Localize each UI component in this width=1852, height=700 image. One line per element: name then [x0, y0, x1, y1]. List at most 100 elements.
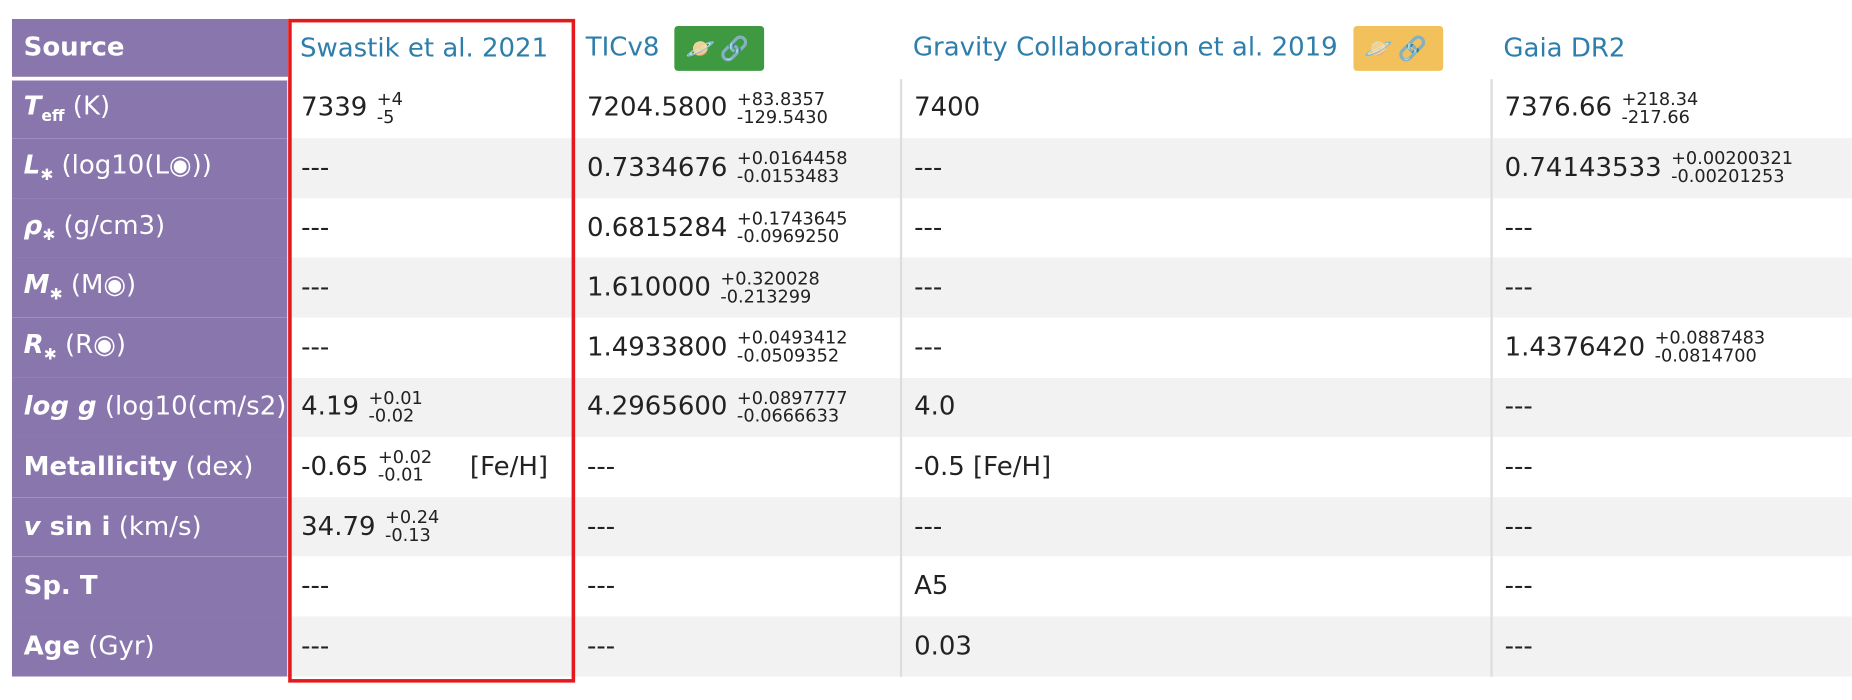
table-cell: 1.4376420 +0.0887483 -0.0814700: [1490, 317, 1852, 378]
param-subscript: ✱: [42, 227, 56, 245]
cell-content: A5: [914, 572, 948, 602]
source-link-swastik[interactable]: Swastik et al. 2021: [299, 34, 549, 64]
upper-error: +0.01: [368, 387, 423, 409]
lower-error: -0.0666633: [736, 404, 840, 427]
value: 0.03: [914, 631, 972, 662]
lower-error: -0.0153483: [736, 165, 840, 188]
cell-content: 4.2965600 +0.0897777 -0.0666633: [586, 387, 848, 427]
lower-error: -0.00201253: [1671, 165, 1785, 188]
param-name: Age: [23, 631, 80, 662]
value: ---: [914, 273, 943, 303]
source-link-gravity[interactable]: Gravity Collaboration et al. 2019: [912, 33, 1338, 63]
cell-content: 0.7334676 +0.0164458 -0.0153483: [586, 150, 848, 188]
error-bars: +0.0887483 -0.0814700: [1654, 327, 1766, 365]
value: ---: [586, 571, 616, 602]
lower-error: -129.5430: [736, 106, 828, 128]
stellar-parameters-table: Source Swastik et al. 2021 TICv8 🪐🔗 Grav…: [11, 18, 1852, 677]
value: 1.4376420: [1504, 332, 1646, 363]
error-bars: +0.01 -0.02: [368, 387, 423, 425]
table-cell: ---: [286, 138, 574, 199]
table-cell: ---: [286, 317, 574, 378]
value: -0.65: [301, 452, 369, 482]
table-cell: 4.2965600 +0.0897777 -0.0666633: [572, 377, 902, 438]
upper-error: +0.0887483: [1654, 327, 1766, 349]
table-cell: ---: [1490, 377, 1852, 438]
param-subscript: ✱: [49, 286, 63, 305]
table-cell: 0.7334676 +0.0164458 -0.0153483: [572, 138, 902, 199]
source-link-ticv8[interactable]: TICv8: [585, 33, 660, 63]
value: ---: [586, 512, 616, 542]
value: ---: [301, 571, 330, 602]
row-label: log g (log10(cm/s2)): [11, 377, 289, 438]
table-cell: ---: [1490, 556, 1852, 617]
cell-content: ---: [914, 154, 942, 184]
cell-content: 1.610000 +0.320028 -0.213299: [587, 267, 820, 305]
ticv8-links-badge[interactable]: 🪐🔗: [674, 26, 765, 72]
param-subscript: ✱: [43, 346, 57, 365]
upper-error: +0.1743645: [736, 207, 848, 230]
value: 4.2965600: [586, 392, 728, 423]
cell-content: ---: [301, 213, 329, 243]
cell-content: ---: [587, 632, 615, 662]
param-name: sin i: [40, 512, 111, 542]
cell-content: ---: [1505, 213, 1533, 243]
param-symbol: v: [23, 512, 41, 542]
value: 0.7334676: [586, 153, 728, 184]
param-symbol: L: [23, 151, 41, 182]
table-header-row: Source Swastik et al. 2021 TICv8 🪐🔗 Grav…: [11, 18, 1852, 81]
value: ---: [586, 452, 616, 482]
table-cell: 7400: [899, 78, 1492, 139]
table-cell: 1.4933800 +0.0493412 -0.0509352: [572, 317, 902, 378]
upper-error: +0.320028: [720, 267, 820, 289]
cell-content: -0.65 +0.02 -0.01 [Fe/H]: [301, 449, 548, 484]
cell-content: 7204.5800 +83.8357 -129.5430: [586, 90, 828, 128]
param-name: Sp. T: [23, 571, 98, 602]
value: ---: [301, 273, 330, 303]
row-label: Age (Gyr): [11, 616, 289, 677]
lower-error: -0.13: [384, 524, 431, 546]
value: -0.5 [Fe/H]: [914, 452, 1052, 482]
cell-content: 7400: [914, 94, 980, 124]
table-cell: 34.79 +0.24 -0.13: [286, 496, 574, 557]
upper-error: +0.0493412: [736, 327, 848, 349]
table-row: Sp. T --- --- A5 ---: [11, 556, 1852, 617]
table-cell: ---: [1490, 257, 1852, 318]
value: ---: [301, 332, 330, 363]
cell-content: 0.03: [914, 632, 972, 662]
gravity-links-badge[interactable]: 🪐🔗: [1353, 26, 1443, 72]
table-cell: -0.5 [Fe/H]: [899, 437, 1492, 497]
value: 0.6815284: [586, 213, 728, 243]
cell-content: ---: [587, 572, 615, 602]
param-unit: (M◉): [62, 271, 137, 301]
row-label: v sin i (km/s): [11, 496, 289, 557]
error-bars: +0.24 -0.13: [384, 508, 439, 546]
upper-error: +218.34: [1621, 88, 1699, 110]
table-cell: 4.19 +0.01 -0.02: [286, 377, 574, 438]
row-label: R✱ (R◉): [11, 317, 289, 378]
cell-content: 0.6815284 +0.1743645 -0.0969250: [587, 210, 848, 245]
param-symbol: ρ: [23, 211, 43, 241]
upper-error: +0.00200321: [1671, 148, 1793, 170]
param-subscript: ✱: [40, 167, 54, 186]
table-row: L✱ (log10(L◉)) --- 0.7334676 +0.0164458 -0.0…: [11, 138, 1852, 199]
value: ---: [1504, 512, 1533, 542]
cell-content: ---: [587, 512, 615, 542]
table-cell: ---: [1490, 198, 1852, 258]
value: ---: [914, 213, 943, 243]
table-cell: 0.03: [899, 616, 1492, 677]
source-link-gaia[interactable]: Gaia DR2: [1503, 34, 1626, 64]
cell-content: ---: [1505, 273, 1533, 303]
upper-error: +0.0897777: [736, 387, 848, 409]
cell-content: 1.4933800 +0.0493412 -0.0509352: [587, 327, 848, 365]
value: ---: [301, 631, 330, 662]
table-cell: ---: [286, 556, 574, 617]
value: 7204.5800: [586, 93, 728, 124]
value: ---: [914, 332, 943, 363]
param-unit: (log10(L◉)): [53, 151, 212, 182]
param-unit: (km/s): [110, 512, 202, 542]
param-unit: (log10(cm/s2)): [96, 392, 289, 423]
table-cell: ---: [1490, 616, 1852, 677]
value: 4.19: [301, 392, 360, 423]
error-bars: +218.34 -217.66: [1621, 88, 1699, 126]
